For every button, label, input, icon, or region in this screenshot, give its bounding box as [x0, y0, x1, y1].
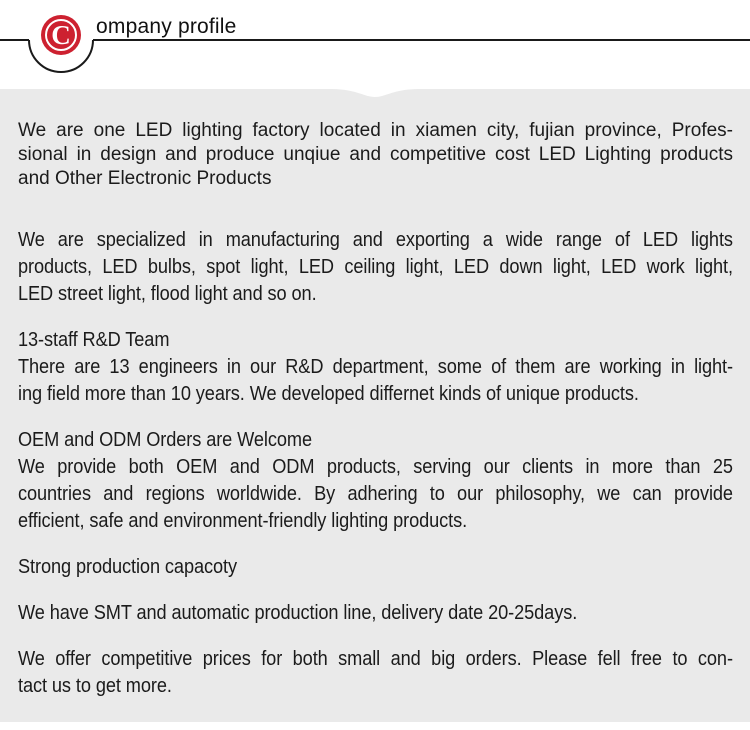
text-line: LED street light, flood light and so on.	[18, 283, 317, 305]
section-heading: OEM and ODM Orders are Welcome	[18, 429, 312, 451]
text-line: We are one LED lighting factory located …	[18, 120, 733, 141]
section-heading: 13-staff R&D Team	[18, 329, 170, 351]
text-line: efficient, safe and environment-friendly…	[18, 510, 468, 532]
text-line: products, LED bulbs, spot light, LED cei…	[18, 256, 733, 278]
logo-letter: C	[51, 20, 71, 50]
paragraph: We are specialized in manufacturing and …	[18, 227, 733, 308]
section-heading: Strong production capacoty	[18, 556, 237, 578]
paragraph: We offer competitive prices for both sma…	[18, 646, 733, 700]
paragraph: OEM and ODM Orders are Welcome We provide…	[18, 427, 733, 535]
profile-content: We are one LED lighting factory located …	[0, 89, 750, 719]
text-line: ing field more than 10 years. We develop…	[18, 383, 639, 405]
text-line: countries and regions worldwide. By adhe…	[18, 483, 733, 505]
paragraph: We are one LED lighting factory located …	[18, 119, 733, 191]
section-header: C ompany profile	[0, 0, 750, 88]
text-line: and Other Electronic Products	[18, 168, 272, 189]
text-line: tact us to get more.	[18, 675, 172, 697]
company-logo-icon: C	[0, 15, 750, 73]
text-line: We are specialized in manufacturing and …	[18, 229, 733, 251]
logo-cradle-arc	[28, 39, 94, 73]
text-line: There are 13 engineers in our R&D depart…	[18, 356, 733, 378]
section-title: ompany profile	[96, 15, 237, 38]
text-line: We have SMT and automatic production lin…	[18, 602, 578, 624]
text-line: We provide both OEM and ODM products, se…	[18, 456, 733, 478]
text-line: We offer competitive prices for both sma…	[18, 648, 733, 670]
logo-white-ring	[45, 19, 77, 51]
panel-top-notch	[332, 89, 418, 97]
paragraph: Strong production capacoty	[18, 554, 733, 581]
profile-panel: We are one LED lighting factory located …	[0, 89, 750, 722]
text-line: sional in design and produce unqiue and …	[18, 144, 733, 165]
paragraph: We have SMT and automatic production lin…	[18, 600, 733, 627]
paragraph: 13-staff R&D Team There are 13 engineers …	[18, 327, 733, 408]
